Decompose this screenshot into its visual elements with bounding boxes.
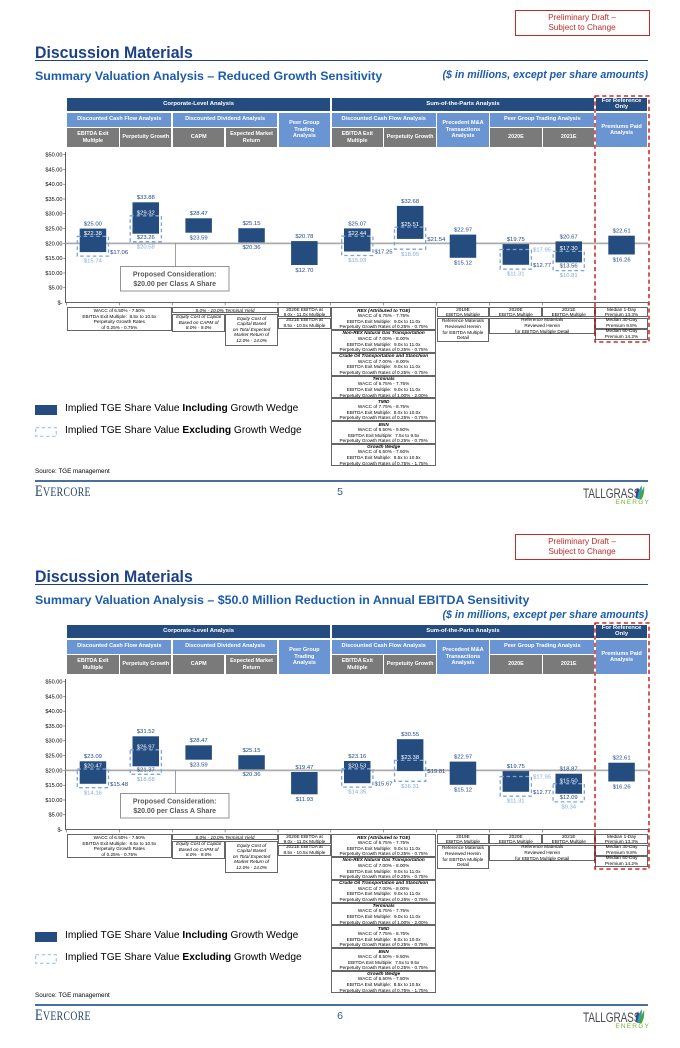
svg-text:$28.47: $28.47 bbox=[190, 211, 208, 217]
svg-text:$17.30: $17.30 bbox=[560, 246, 579, 252]
svg-text:$35.00: $35.00 bbox=[45, 724, 62, 730]
svg-text:$14.35: $14.35 bbox=[348, 790, 367, 796]
svg-text:$5.00: $5.00 bbox=[49, 813, 63, 819]
svg-text:$17.95: $17.95 bbox=[533, 248, 552, 254]
svg-text:$15.12: $15.12 bbox=[454, 261, 472, 267]
svg-text:$20.47: $20.47 bbox=[84, 764, 102, 770]
svg-text:$19.81: $19.81 bbox=[427, 769, 445, 775]
svg-text:$20.36: $20.36 bbox=[242, 772, 261, 778]
svg-text:$32.68: $32.68 bbox=[401, 199, 420, 205]
svg-text:$18.87: $18.87 bbox=[560, 767, 578, 773]
svg-text:$30.55: $30.55 bbox=[401, 732, 420, 738]
svg-text:Proposed Consideration:: Proposed Consideration: bbox=[133, 272, 217, 279]
svg-text:$22.44: $22.44 bbox=[348, 231, 367, 237]
svg-text:$14.16: $14.16 bbox=[84, 790, 103, 796]
svg-text:$25.15: $25.15 bbox=[242, 748, 261, 754]
svg-text:$30.00: $30.00 bbox=[45, 739, 62, 745]
svg-text:$31.52: $31.52 bbox=[137, 729, 155, 735]
svg-text:$33.88: $33.88 bbox=[137, 195, 156, 201]
svg-text:$23.59: $23.59 bbox=[190, 763, 208, 769]
svg-text:$20.58: $20.58 bbox=[137, 244, 156, 250]
svg-text:$23.26: $23.26 bbox=[137, 235, 156, 241]
svg-text:$12.70: $12.70 bbox=[295, 268, 314, 274]
svg-text:$22.61: $22.61 bbox=[613, 229, 631, 235]
svg-text:$10.00: $10.00 bbox=[45, 271, 62, 277]
svg-text:$16.26: $16.26 bbox=[613, 257, 632, 263]
svg-text:$25.15: $25.15 bbox=[242, 221, 261, 227]
svg-text:$11.31: $11.31 bbox=[507, 272, 525, 278]
svg-text:$5.00: $5.00 bbox=[49, 286, 63, 292]
svg-text:$29.32: $29.32 bbox=[137, 211, 155, 217]
svg-text:$45.00: $45.00 bbox=[45, 694, 62, 700]
svg-text:$22.61: $22.61 bbox=[613, 756, 631, 762]
svg-text:$50.00: $50.00 bbox=[45, 680, 62, 686]
svg-text:$20.78: $20.78 bbox=[295, 234, 314, 240]
svg-text:$19.75: $19.75 bbox=[507, 764, 526, 770]
svg-text:$15.48: $15.48 bbox=[110, 782, 129, 788]
svg-text:$35.00: $35.00 bbox=[45, 197, 62, 203]
svg-text:$15.50: $15.50 bbox=[560, 778, 579, 784]
svg-text:$9.34: $9.34 bbox=[561, 805, 576, 811]
svg-text:$22.38: $22.38 bbox=[84, 231, 103, 237]
svg-text:$16.26: $16.26 bbox=[613, 784, 632, 790]
svg-text:$20.53: $20.53 bbox=[348, 764, 367, 770]
svg-text:$20.00 per Class A Share: $20.00 per Class A Share bbox=[133, 808, 216, 815]
svg-text:$19.75: $19.75 bbox=[507, 237, 526, 243]
svg-text:$25.07: $25.07 bbox=[348, 221, 366, 227]
svg-text:$-: $- bbox=[58, 301, 63, 307]
svg-text:$21.37: $21.37 bbox=[137, 768, 155, 774]
svg-text:$25.00: $25.00 bbox=[45, 754, 62, 760]
svg-text:$21.54: $21.54 bbox=[427, 237, 446, 243]
svg-text:$13.56: $13.56 bbox=[560, 264, 579, 270]
svg-text:$45.00: $45.00 bbox=[45, 167, 62, 173]
svg-text:$23.59: $23.59 bbox=[190, 236, 208, 242]
svg-text:$28.47: $28.47 bbox=[190, 738, 208, 744]
svg-text:$19.47: $19.47 bbox=[295, 765, 313, 771]
svg-text:$20.00: $20.00 bbox=[45, 241, 62, 247]
svg-text:$20.00 per Class A Share: $20.00 per Class A Share bbox=[133, 281, 216, 288]
svg-text:$23.09: $23.09 bbox=[84, 754, 102, 760]
svg-text:$17.25: $17.25 bbox=[375, 250, 394, 256]
svg-text:$23.16: $23.16 bbox=[348, 754, 367, 760]
svg-text:$10.81: $10.81 bbox=[560, 273, 578, 279]
svg-text:$11.31: $11.31 bbox=[507, 799, 525, 805]
svg-text:$30.00: $30.00 bbox=[45, 212, 62, 218]
svg-text:$20.67: $20.67 bbox=[560, 234, 578, 240]
svg-text:$12.09: $12.09 bbox=[560, 795, 578, 801]
svg-text:$15.00: $15.00 bbox=[45, 783, 62, 789]
svg-text:$15.67: $15.67 bbox=[375, 781, 393, 787]
svg-text:$17.06: $17.06 bbox=[110, 250, 129, 256]
svg-text:$16.31: $16.31 bbox=[401, 784, 419, 790]
svg-text:$25.51: $25.51 bbox=[401, 222, 419, 228]
svg-text:$22.97: $22.97 bbox=[454, 228, 472, 234]
svg-text:$20.36: $20.36 bbox=[242, 245, 261, 251]
svg-text:$23.38: $23.38 bbox=[401, 755, 420, 761]
svg-text:$40.00: $40.00 bbox=[45, 709, 62, 715]
svg-text:$22.97: $22.97 bbox=[454, 755, 472, 761]
svg-text:$18.05: $18.05 bbox=[401, 252, 420, 258]
svg-text:$10.00: $10.00 bbox=[45, 798, 62, 804]
svg-text:$25.00: $25.00 bbox=[45, 227, 62, 233]
svg-text:$25.00: $25.00 bbox=[84, 222, 103, 228]
svg-text:$20.00: $20.00 bbox=[45, 768, 62, 774]
svg-text:$15.12: $15.12 bbox=[454, 788, 472, 794]
svg-text:$50.00: $50.00 bbox=[45, 153, 62, 159]
svg-text:$12.77: $12.77 bbox=[533, 790, 551, 796]
svg-text:Proposed Consideration:: Proposed Consideration: bbox=[133, 799, 217, 806]
svg-text:$40.00: $40.00 bbox=[45, 182, 62, 188]
svg-text:$26.97: $26.97 bbox=[137, 745, 155, 751]
svg-text:$17.95: $17.95 bbox=[533, 775, 552, 781]
svg-text:$11.93: $11.93 bbox=[296, 797, 314, 803]
svg-text:$15.00: $15.00 bbox=[45, 256, 62, 262]
svg-text:$12.77: $12.77 bbox=[533, 263, 551, 269]
svg-text:$15.93: $15.93 bbox=[348, 258, 367, 264]
svg-text:$18.68: $18.68 bbox=[137, 777, 156, 783]
svg-text:$-: $- bbox=[58, 828, 63, 834]
svg-text:$15.74: $15.74 bbox=[84, 259, 103, 265]
